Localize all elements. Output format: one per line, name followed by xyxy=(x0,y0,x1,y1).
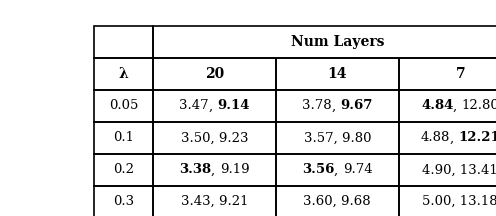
Text: ,: , xyxy=(209,99,217,112)
Bar xyxy=(153,90,276,122)
Text: ,: , xyxy=(453,99,462,112)
Bar xyxy=(276,90,399,122)
Text: 4.90, 13.41: 4.90, 13.41 xyxy=(423,163,496,176)
Text: 5.00, 13.18: 5.00, 13.18 xyxy=(423,195,496,208)
Bar xyxy=(399,186,496,216)
Text: λ: λ xyxy=(119,67,128,81)
Text: 4.84: 4.84 xyxy=(421,99,453,112)
Text: 3.38: 3.38 xyxy=(179,163,211,176)
Bar xyxy=(94,154,153,186)
Text: 7: 7 xyxy=(455,67,465,81)
Bar xyxy=(276,154,399,186)
Bar xyxy=(153,186,276,216)
Text: 3.43, 9.21: 3.43, 9.21 xyxy=(181,195,248,208)
Bar xyxy=(153,122,276,154)
Text: 0.3: 0.3 xyxy=(113,195,134,208)
Text: 3.56: 3.56 xyxy=(302,163,334,176)
Bar xyxy=(399,122,496,154)
Text: 14: 14 xyxy=(327,67,347,81)
Bar xyxy=(94,58,153,90)
Bar xyxy=(399,58,496,90)
Bar xyxy=(94,122,153,154)
Text: 9.67: 9.67 xyxy=(340,99,372,112)
Bar xyxy=(399,154,496,186)
Text: 0.1: 0.1 xyxy=(113,131,134,144)
Text: 3.78: 3.78 xyxy=(302,99,332,112)
Text: ,: , xyxy=(450,131,458,144)
Text: 12.21: 12.21 xyxy=(458,131,496,144)
Bar xyxy=(399,90,496,122)
Text: 3.50, 9.23: 3.50, 9.23 xyxy=(181,131,248,144)
Bar xyxy=(276,186,399,216)
Text: 4.88: 4.88 xyxy=(421,131,450,144)
Text: 12.80: 12.80 xyxy=(462,99,496,112)
Text: 9.19: 9.19 xyxy=(220,163,249,176)
Text: 0.05: 0.05 xyxy=(109,99,138,112)
Bar xyxy=(94,26,153,58)
Text: 3.47: 3.47 xyxy=(179,99,209,112)
Bar xyxy=(94,186,153,216)
Bar xyxy=(276,58,399,90)
Text: 9.74: 9.74 xyxy=(343,163,372,176)
Text: ,: , xyxy=(332,99,340,112)
Bar xyxy=(153,58,276,90)
Text: 3.60, 9.68: 3.60, 9.68 xyxy=(304,195,371,208)
Text: 9.14: 9.14 xyxy=(217,99,249,112)
Text: 0.2: 0.2 xyxy=(113,163,134,176)
Text: ,: , xyxy=(211,163,220,176)
Bar xyxy=(276,122,399,154)
Text: ,: , xyxy=(334,163,343,176)
Text: 3.57, 9.80: 3.57, 9.80 xyxy=(304,131,371,144)
Text: Num Layers: Num Layers xyxy=(291,35,384,49)
Bar xyxy=(153,26,496,58)
Bar xyxy=(94,90,153,122)
Bar xyxy=(153,154,276,186)
Text: 20: 20 xyxy=(205,67,224,81)
